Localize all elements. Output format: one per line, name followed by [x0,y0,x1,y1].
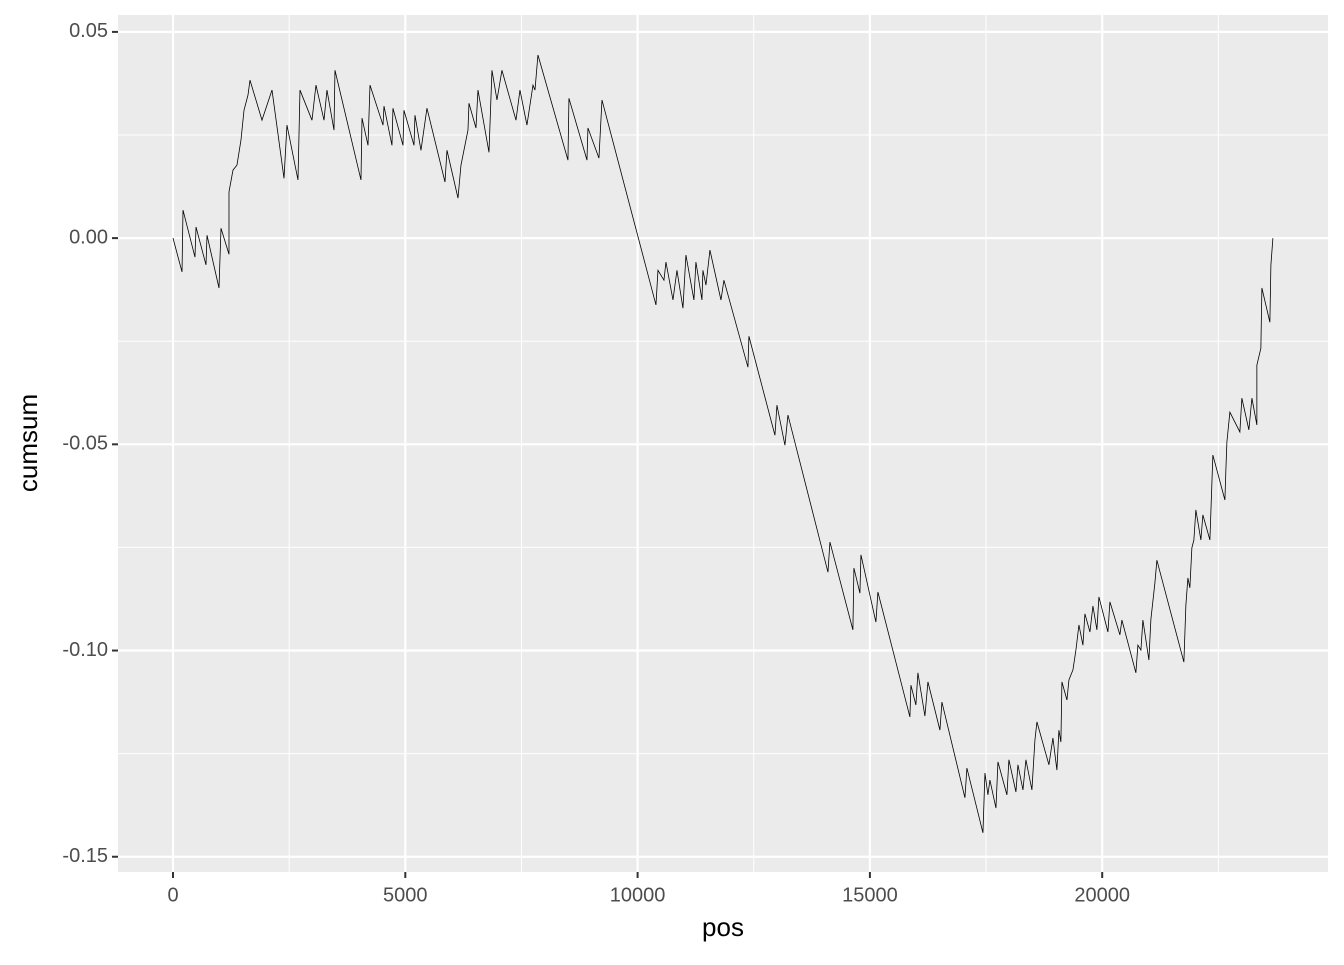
y-tick-label: 0.05 [69,20,108,42]
y-tick-label: -0.10 [62,639,108,661]
x-tick-label: 0 [167,884,178,906]
y-axis-title: cumsum [13,394,43,492]
y-tick-label: -0.15 [62,845,108,867]
y-tick-label: 0.00 [69,226,108,248]
grid [118,15,1328,872]
y-tick-label: -0.05 [62,433,108,455]
x-tick-label: 15000 [842,884,898,906]
data-line [172,54,1274,833]
x-tick-label: 10000 [610,884,666,906]
x-axis-title: pos [702,912,744,942]
plot-area [172,54,1274,833]
x-tick-label: 20000 [1074,884,1130,906]
x-tick-label: 5000 [383,884,428,906]
